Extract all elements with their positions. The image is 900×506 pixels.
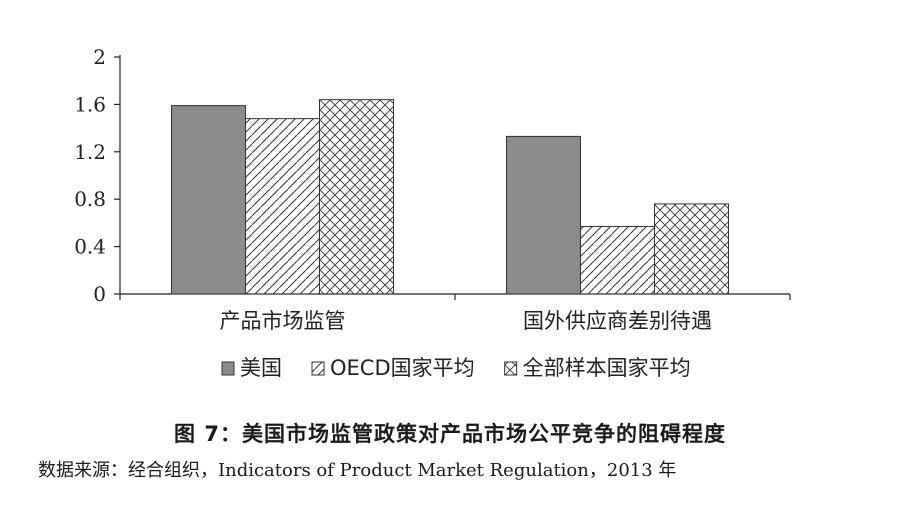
y-tick-label: 1.6 — [74, 92, 106, 116]
legend-label: 全部样本国家平均 — [523, 356, 691, 380]
legend: 美国 OECD国家平均 全部样本国家平均 — [221, 356, 691, 380]
bar-chart: 0 0.4 0.8 1.2 1.6 2 产品市场监管 国外供应商差别待遇 美国 OECD国家平均… — [74, 45, 791, 380]
axes: 0 0.4 0.8 1.2 1.6 2 产品市场监管 国外供应商差别待遇 — [74, 45, 791, 333]
legend-label: OECD国家平均 — [330, 356, 475, 380]
y-tick-label: 0 — [93, 282, 106, 306]
x-category-label: 产品市场监管 — [220, 309, 346, 333]
bar — [245, 118, 320, 295]
legend-swatch — [504, 361, 518, 376]
bar — [580, 225, 655, 295]
x-category-label: 国外供应商差别待遇 — [523, 309, 712, 333]
legend-label: 美国 — [240, 356, 282, 380]
y-tick-label: 1.2 — [74, 140, 106, 164]
legend-swatch — [311, 361, 325, 376]
y-tick-label: 0.8 — [74, 187, 106, 211]
bar — [654, 203, 729, 295]
y-tick-label: 0.4 — [74, 235, 106, 259]
bar — [319, 99, 394, 295]
legend-swatch — [221, 361, 235, 376]
figure-caption: 图 7：美国市场监管政策对产品市场公平竞争的阻碍程度 — [174, 422, 726, 446]
bar — [171, 105, 246, 295]
source-note: 数据来源：经合组织，Indicators of Product Market R… — [38, 460, 677, 481]
bars — [171, 99, 729, 295]
y-tick-label: 2 — [93, 45, 106, 69]
bar — [506, 135, 581, 295]
